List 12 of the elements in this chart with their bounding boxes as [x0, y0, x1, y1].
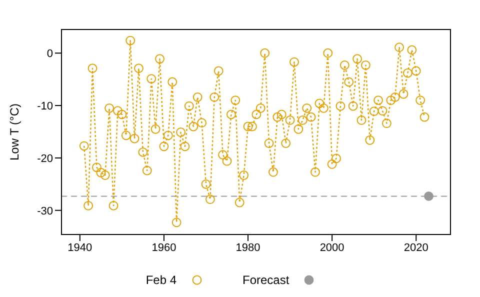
y-tick-label: -10	[37, 100, 53, 112]
x-tick-label: 1960	[152, 242, 176, 254]
y-tick-label: -30	[37, 205, 53, 218]
legend-label: Feb 4	[146, 273, 176, 287]
legend-label: Forecast	[242, 273, 290, 287]
x-tick-label: 1980	[236, 242, 260, 254]
x-tick-label: 2000	[320, 242, 344, 254]
y-tick-label: -20	[37, 152, 53, 165]
x-tick-label: 1940	[68, 242, 92, 254]
y-tick-label: 0	[46, 48, 53, 60]
y-axis-title: Low T (°C)	[7, 103, 22, 161]
x-tick-label: 2020	[404, 242, 428, 254]
